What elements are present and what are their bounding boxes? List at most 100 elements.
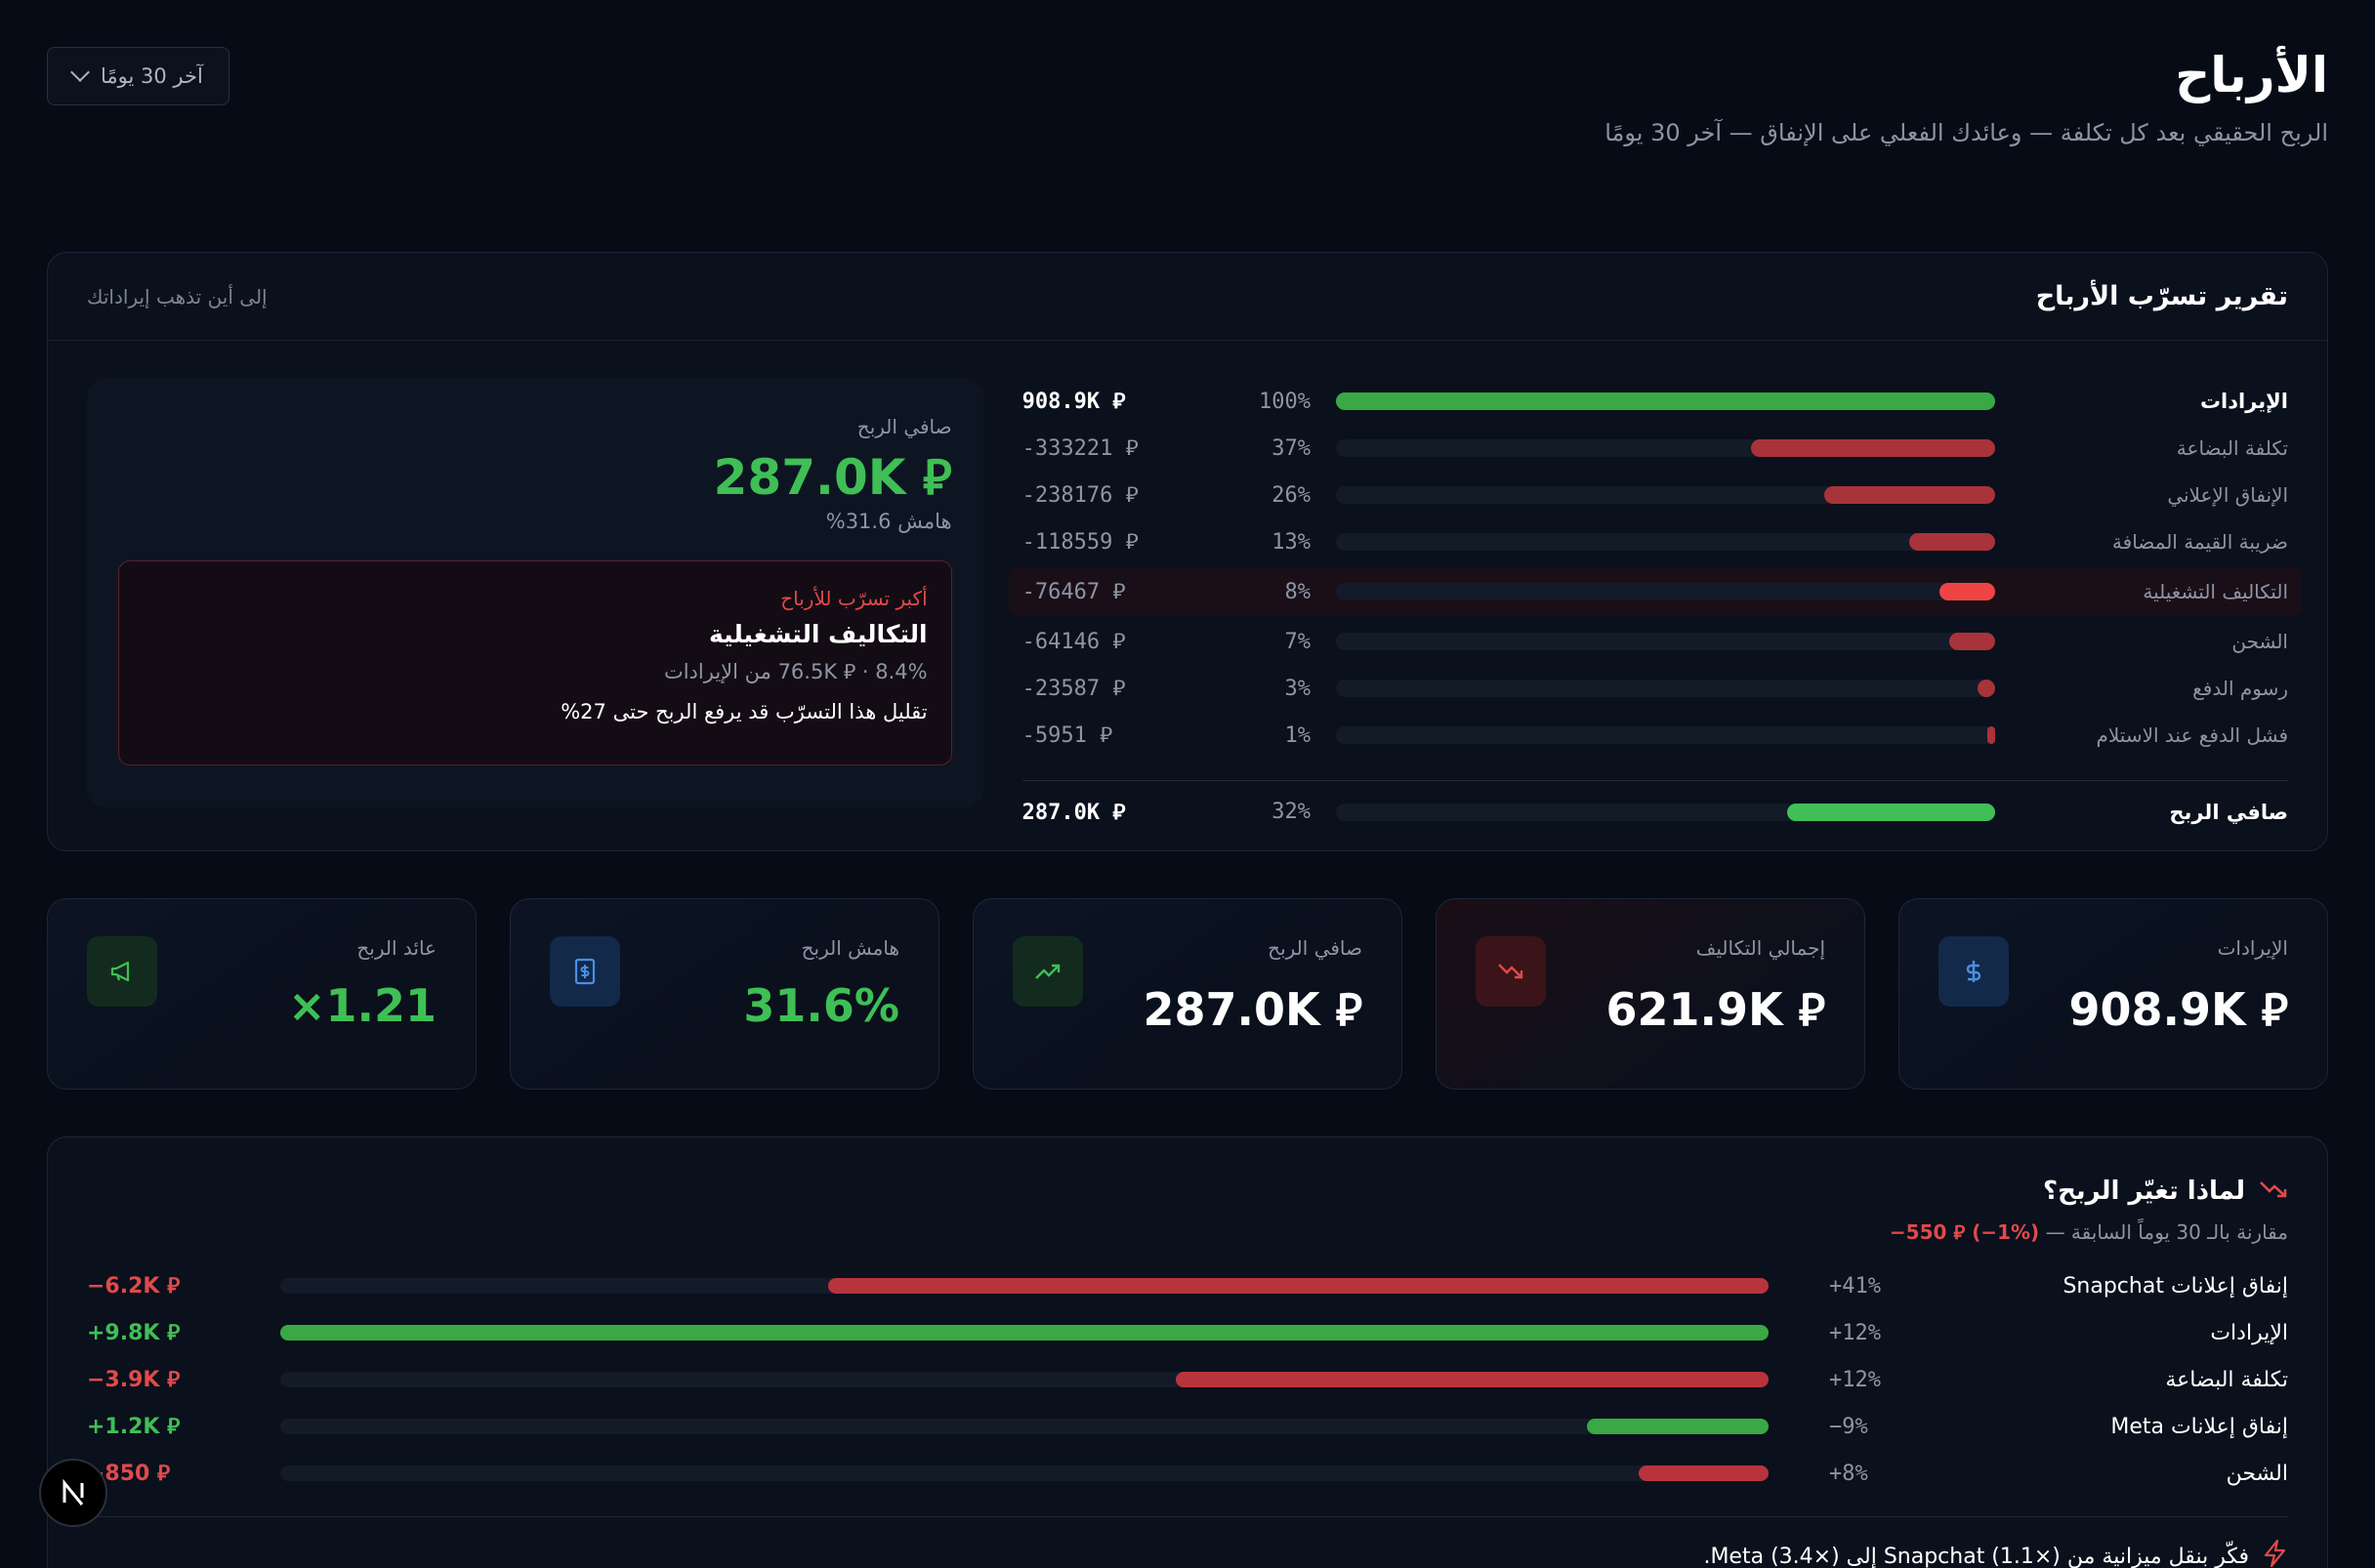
trend-down-icon (1476, 936, 1546, 1007)
leak-row-label: فشل الدفع عند الاستلام (2096, 723, 2288, 747)
why-row-pct: +41% (1829, 1273, 1881, 1299)
leak-row-value: -118559 ⃁ (1021, 530, 1139, 555)
leak-row-bar (1939, 583, 1995, 600)
why-subtitle: مقارنة بالـ 30 يوماً السابقة — −550 ⃁ (−… (87, 1219, 2288, 1245)
kpi-label: الإيرادات (2217, 936, 2288, 960)
leak-row: الإنفاق الإعلاني 26% -238176 ⃁ (1022, 472, 2288, 518)
why-row: الإيرادات +12% +9.8K ⃁ (87, 1309, 2288, 1356)
kpi-text: عائد الربح ×1.21 (288, 936, 437, 1052)
kpi-text: إجمالي التكاليف 621.9K ⃁ (1606, 936, 1826, 1052)
why-row: إنفاق إعلانات Snapchat +41% −6.2K ⃁ (87, 1262, 2288, 1309)
leak-row: التكاليف التشغيلية 8% -76467 ⃁ (1008, 567, 2302, 616)
leak-row-bar (1823, 486, 1995, 504)
leak-row-value: -333221 ⃁ (1021, 436, 1139, 461)
nextjs-dev-badge[interactable] (39, 1459, 107, 1527)
leak-row-bar (1978, 680, 1995, 697)
leak-total-pct: 32% (1271, 800, 1311, 824)
leak-row-value: -238176 ⃁ (1021, 483, 1139, 508)
why-row-track (280, 1278, 1769, 1294)
leak-row-track (1336, 533, 1995, 551)
leak-row-label: الإنفاق الإعلاني (2167, 483, 2288, 507)
kpi-row: الإيرادات 908.9K ⃁ إجمالي التكاليف 621.9K ⃁… (47, 898, 2328, 1090)
net-profit-label: صافي الربح (856, 415, 952, 438)
why-profit-changed-card: لماذا تغيّر الربح؟ مقارنة بالـ 30 يوماً … (47, 1136, 2328, 1568)
why-row-value: −850 ⃁ (87, 1462, 171, 1486)
leak-row-pct: 1% (1284, 722, 1312, 748)
why-row-bar (827, 1278, 1769, 1294)
why-row-label: تكلفة البضاعة (2165, 1367, 2288, 1392)
leak-total-bar (1786, 803, 1995, 821)
biggest-leak-alert: أكبر تسرّب للأرباح التكاليف التشغيلية 76… (118, 560, 952, 765)
kpi-text: الإيرادات 908.9K ⃁ (2069, 936, 2289, 1052)
leak-card-hint: إلى أين تذهب إيراداتك (87, 284, 268, 309)
receipt-icon (550, 936, 620, 1007)
leak-row: الشحن 7% -64146 ⃁ (1022, 618, 2288, 665)
kpi-text: هامش الربح 31.6% (743, 936, 899, 1052)
leak-row-track (1336, 439, 1995, 457)
leak-card-body: الإيرادات 100% 908.9K ⃁ تكلفة البضاعة 37% -33… (48, 341, 2327, 843)
page-subtitle: الربح الحقيقي بعد كل تكلفة — وعائدك الفع… (1604, 119, 2328, 146)
leak-row-track (1336, 726, 1995, 744)
why-tip: فكّر بنقل ميزانية من Snapchat (1.1×) إلى… (87, 1539, 2288, 1568)
alert-meta: 76.5K ⃁ · 8.4% من الإيرادات (663, 660, 928, 683)
period-select[interactable]: آخر 30 يومًا (47, 47, 229, 105)
why-delta: −550 ⃁ (−1%) (1889, 1220, 2040, 1244)
why-row-value: +1.2K ⃁ (87, 1415, 181, 1439)
leak-row-value: -23587 ⃁ (1021, 677, 1126, 701)
leak-row: فشل الدفع عند الاستلام 1% -5951 ⃁ (1022, 712, 2288, 759)
lightning-icon (2263, 1539, 2288, 1568)
kpi-text: صافي الربح 287.0K ⃁ (1144, 936, 1363, 1052)
page-header: الأرباح الربح الحقيقي بعد كل تكلفة — وعا… (47, 47, 2328, 205)
leak-row-pct: 26% (1271, 482, 1311, 508)
why-row-bar (1587, 1419, 1769, 1434)
trend-up-icon (1013, 936, 1083, 1007)
leak-row-value: -64146 ⃁ (1021, 630, 1126, 654)
leak-rows: الإيرادات 100% 908.9K ⃁ تكلفة البضاعة 37% -33… (1008, 378, 2302, 843)
profit-leak-card: تقرير تسرّب الأرباح إلى أين تذهب إيرادات… (47, 252, 2328, 851)
leak-row-label: الإيرادات (2199, 390, 2288, 413)
period-select-label: آخر 30 يومًا (101, 64, 203, 88)
why-row-value: +9.8K ⃁ (87, 1321, 181, 1345)
why-row-track (280, 1372, 1769, 1387)
why-row: إنفاق إعلانات Meta −9% +1.2K ⃁ (87, 1403, 2288, 1450)
leak-row-pct: 37% (1271, 435, 1311, 461)
leak-row-value: 908.9K ⃁ (1021, 390, 1126, 414)
kpi-card: هامش الربح 31.6% (510, 898, 939, 1090)
leak-row-pct: 3% (1284, 676, 1312, 701)
leak-row-bar (1948, 633, 1995, 650)
trend-down-icon (2259, 1178, 2288, 1204)
title-block: الأرباح الربح الحقيقي بعد كل تكلفة — وعا… (1604, 47, 2328, 146)
why-row-track (280, 1419, 1769, 1434)
n-logo-icon (62, 1478, 84, 1506)
leak-row-value: -76467 ⃁ (1021, 580, 1126, 604)
alert-title: التكاليف التشغيلية (708, 620, 928, 648)
why-row-bar (1639, 1465, 1769, 1481)
why-row-label: الإيرادات (2210, 1320, 2288, 1345)
leak-card-header: تقرير تسرّب الأرباح إلى أين تذهب إيرادات… (48, 253, 2327, 341)
why-tip-text: فكّر بنقل ميزانية من Snapchat (1.1×) إلى… (1703, 1544, 2249, 1568)
why-row-label: إنفاق إعلانات Snapchat (2062, 1273, 2288, 1299)
leak-row-label: تكلفة البضاعة (2176, 436, 2288, 460)
kpi-label: عائد الربح (356, 936, 437, 960)
leak-row-track (1336, 392, 1995, 410)
kpi-label: هامش الربح (801, 936, 899, 960)
net-profit-margin: هامش 31.6% (825, 510, 952, 533)
alert-tip: تقليل هذا التسرّب قد يرفع الربح حتى 27% (561, 700, 928, 723)
why-row-track (280, 1325, 1769, 1341)
alert-kicker: أكبر تسرّب للأرباح (780, 587, 928, 610)
leak-row: رسوم الدفع 3% -23587 ⃁ (1022, 665, 2288, 712)
leak-row-pct: 100% (1259, 389, 1311, 414)
leak-row-pct: 7% (1284, 629, 1312, 654)
dollar-icon (1938, 936, 2009, 1007)
why-row-bar (1176, 1372, 1769, 1387)
kpi-label: صافي الربح (1268, 936, 1362, 960)
why-rows: إنفاق إعلانات Snapchat +41% −6.2K ⃁ الإيراد… (87, 1262, 2288, 1497)
kpi-value: 287.0K ⃁ (1143, 983, 1363, 1036)
page-title: الأرباح (2175, 47, 2328, 103)
why-row: تكلفة البضاعة +12% −3.9K ⃁ (87, 1356, 2288, 1403)
why-row: الشحن +8% −850 ⃁ (87, 1450, 2288, 1497)
net-profit-value: 287.0K ⃁ (713, 449, 952, 506)
why-row-pct: −9% (1829, 1414, 1868, 1439)
kpi-card: الإيرادات 908.9K ⃁ (1898, 898, 2328, 1090)
